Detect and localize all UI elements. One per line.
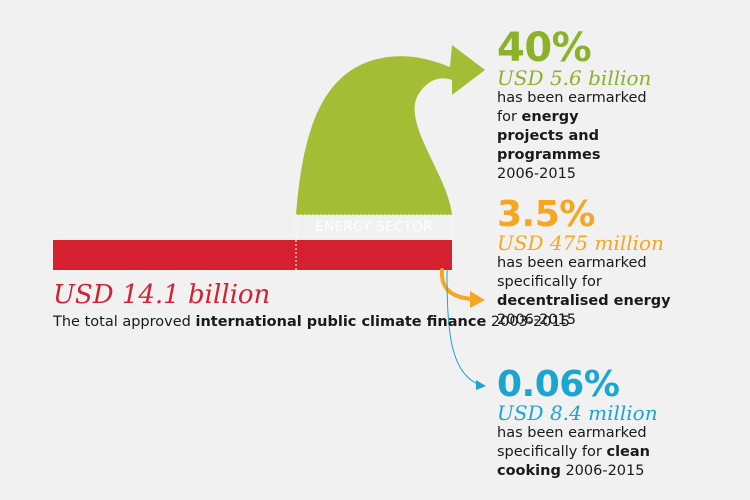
cooking-description: has been earmarked specifically for clea… bbox=[497, 425, 650, 479]
total-finance-bar bbox=[53, 240, 452, 270]
decentralised-description: has been earmarked specifically for dece… bbox=[497, 254, 687, 330]
cooking-years: 2006-2015 bbox=[565, 463, 645, 479]
energy-flow-arrow bbox=[296, 45, 485, 215]
energy-description-bold: energy projects and programmes bbox=[497, 109, 601, 163]
decentralised-arrow-head bbox=[470, 291, 485, 308]
total-description-bold: international public climate finance bbox=[195, 314, 487, 331]
decentralised-description-bold: decentralised energy bbox=[497, 293, 671, 309]
energy-years: 2006-2015 bbox=[497, 166, 577, 182]
decentralised-amount: USD 475 million bbox=[497, 231, 664, 255]
energy-description: has been earmarked for energy projects a… bbox=[497, 90, 647, 182]
cooking-description-bold: clean cooking bbox=[497, 444, 650, 479]
clean-cooking-block: 0.06% USD 8.4 million has been earmarked… bbox=[497, 367, 667, 481]
total-description: The total approved international public … bbox=[53, 314, 570, 331]
cooking-flow-line bbox=[446, 269, 479, 385]
energy-amount: USD 5.6 billion bbox=[497, 66, 652, 90]
total-finance-block: USD 14.1 billion The total approved inte… bbox=[53, 280, 570, 332]
energy-sector-label: ENERGY SECTOR bbox=[315, 219, 433, 235]
decentralised-years: 2006-2015 bbox=[497, 312, 577, 328]
decentralised-percent: 3.5% bbox=[497, 194, 595, 235]
cooking-amount: USD 8.4 million bbox=[497, 401, 658, 425]
energy-projects-block: 40% USD 5.6 billion has been earmarked f… bbox=[497, 28, 651, 184]
cooking-percent: 0.06% bbox=[497, 364, 620, 405]
total-amount: USD 14.1 billion bbox=[53, 280, 271, 310]
decentralised-energy-block: 3.5% USD 475 million has been earmarked … bbox=[497, 197, 687, 330]
energy-percent: 40% bbox=[497, 25, 592, 71]
cooking-arrow-head bbox=[476, 380, 486, 390]
